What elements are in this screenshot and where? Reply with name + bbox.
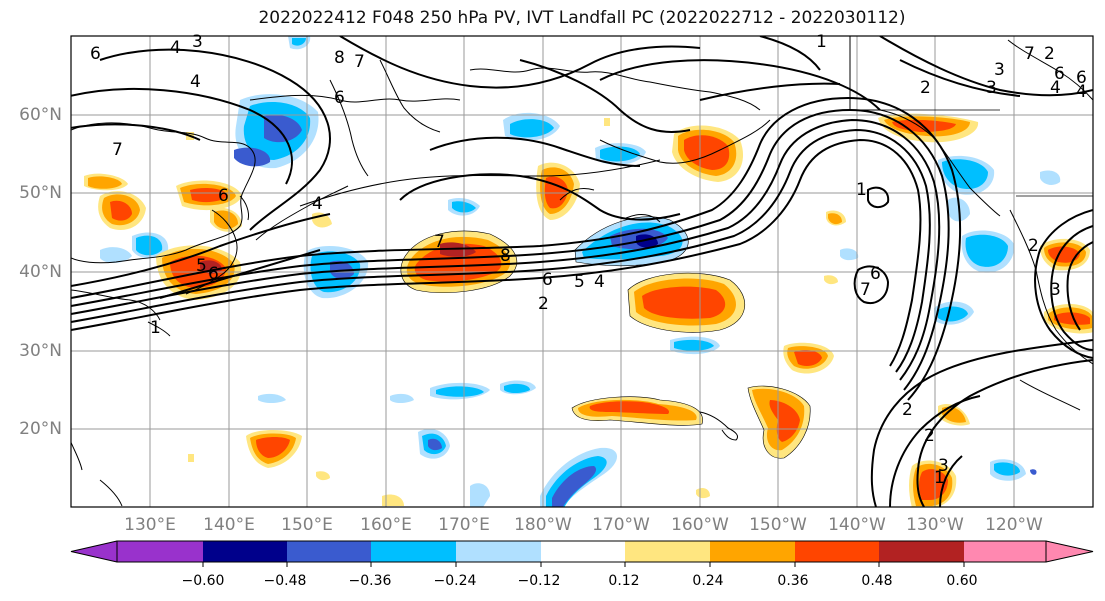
contour-label: 3	[994, 60, 1005, 80]
lon-label: 130°W	[906, 515, 964, 535]
contour-label: 8	[500, 246, 511, 266]
colorbar-tick-label: 0.36	[777, 573, 809, 589]
lon-label: 160°E	[360, 515, 412, 535]
contour-label: 7	[354, 52, 365, 72]
contour-label: 6	[334, 88, 345, 108]
lon-label: 170°E	[438, 515, 490, 535]
colorbar-tick-label: 0.48	[861, 573, 893, 589]
lon-label: 150°W	[749, 515, 807, 535]
colorbar-tick-label: 0.60	[946, 573, 978, 589]
map-frame	[70, 35, 1094, 508]
lon-label: 150°E	[281, 515, 333, 535]
colorbar-tick-label: −0.60	[181, 573, 225, 589]
colorbar-segment	[710, 541, 795, 562]
lat-label: 50°N	[19, 183, 62, 203]
contour-label: 6	[218, 186, 229, 206]
contour-label: 3	[192, 32, 203, 52]
lat-label: 30°N	[19, 341, 62, 361]
lon-label: 120°W	[985, 515, 1043, 535]
contour-label: 1	[934, 468, 945, 488]
lat-label: 60°N	[19, 105, 62, 125]
contour-label: 6	[1054, 64, 1065, 84]
colorbar-segment	[203, 541, 287, 562]
contour-label: 5	[196, 256, 207, 276]
contour-label: 6	[1076, 68, 1087, 88]
lon-label: 130°E	[124, 515, 176, 535]
contour-label: 4	[170, 38, 181, 58]
contour-label: 4	[594, 272, 605, 292]
contour-label: 2	[1028, 236, 1039, 256]
contour-label: 1	[816, 32, 827, 52]
colorbar-segment	[795, 541, 879, 562]
contour-label: 6	[208, 264, 219, 284]
map-title: 2022022412 F048 250 hPa PV, IVT Landfall…	[258, 8, 906, 28]
contour-label: 7	[860, 280, 871, 300]
contour-label: 6	[542, 270, 553, 290]
colorbar-segment	[625, 541, 710, 562]
colorbar-segment	[371, 541, 456, 562]
lon-label: 140°E	[203, 515, 255, 535]
colorbar-segment	[287, 541, 371, 562]
contour-label: 7	[1024, 44, 1035, 64]
colorbar-segment	[541, 541, 625, 562]
colorbar-tick-label: −0.36	[348, 573, 392, 589]
contour-label: 7	[112, 140, 123, 160]
lat-label: 40°N	[19, 262, 62, 282]
colorbar-segment	[71, 541, 203, 562]
positive-pv-shading	[84, 113, 1093, 507]
contour-label: 5	[574, 272, 585, 292]
contour-label: 2	[902, 400, 913, 420]
colorbar-tick-label: −0.12	[517, 573, 561, 589]
contour-label: 3	[986, 78, 997, 98]
contour-label: 6	[870, 264, 881, 284]
contour-label: 4	[1050, 78, 1061, 98]
lon-label: 140°W	[828, 515, 886, 535]
contour-label: 3	[1050, 280, 1061, 300]
colorbar-segment	[964, 541, 1093, 562]
contour-label: 8	[334, 48, 345, 68]
colorbar	[70, 540, 1094, 567]
lon-label: 180°W	[514, 515, 572, 535]
lat-label: 20°N	[19, 419, 62, 439]
contour-label: 4	[1076, 82, 1087, 102]
coastlines	[71, 36, 1093, 507]
border-lines	[850, 109, 1093, 197]
colorbar-segment	[456, 541, 541, 562]
contour-label: 6	[90, 44, 101, 64]
contour-label: 1	[150, 318, 161, 338]
contour-label: 7	[434, 232, 445, 252]
contour-label: 4	[190, 72, 201, 92]
contour-label: 4	[312, 194, 323, 214]
contour-label: 1	[856, 180, 867, 200]
lon-label: 160°W	[671, 515, 729, 535]
colorbar-tick-label: −0.48	[263, 573, 307, 589]
colorbar-tick-label: −0.24	[433, 573, 477, 589]
contour-label: 2	[924, 426, 935, 446]
shading-outlines	[400, 216, 811, 459]
colorbar-tick-label: 0.24	[692, 573, 724, 589]
ivt-contours	[71, 36, 1093, 507]
lon-label: 170°W	[592, 515, 650, 535]
colorbar-segment	[879, 541, 964, 562]
contour-label: 2	[538, 294, 549, 314]
contour-label: 2	[1044, 44, 1055, 64]
contour-label: 3	[938, 456, 949, 476]
colorbar-tick-label: 0.12	[608, 573, 640, 589]
contour-label: 2	[920, 78, 931, 98]
